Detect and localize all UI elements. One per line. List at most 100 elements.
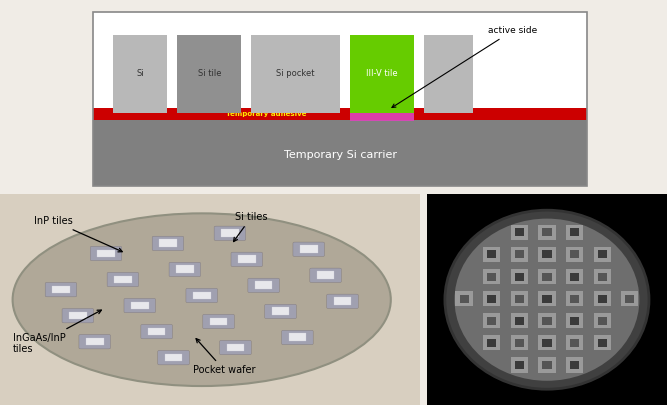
Bar (542, 317, 552, 325)
FancyBboxPatch shape (310, 268, 342, 283)
Bar (483, 247, 500, 262)
Bar (570, 317, 579, 325)
Bar (487, 273, 496, 281)
Bar (424, 35, 474, 113)
Bar (594, 269, 611, 284)
Bar (542, 273, 552, 281)
Bar (271, 307, 289, 315)
Bar (487, 339, 496, 347)
FancyBboxPatch shape (231, 252, 263, 266)
Bar (538, 313, 556, 328)
Bar (177, 35, 241, 113)
Bar (483, 313, 500, 328)
Bar (566, 225, 583, 240)
Bar (515, 250, 524, 258)
Text: active side: active side (392, 26, 538, 107)
Bar (511, 291, 528, 306)
Bar (511, 247, 528, 262)
Bar (317, 271, 334, 279)
Bar (570, 228, 579, 236)
Bar (566, 335, 583, 350)
Bar (515, 273, 524, 281)
Bar (594, 335, 611, 350)
Bar (483, 269, 500, 284)
FancyBboxPatch shape (327, 294, 358, 309)
Bar (159, 239, 177, 247)
Bar (570, 295, 579, 303)
Bar (538, 357, 556, 373)
Bar (566, 269, 583, 284)
FancyBboxPatch shape (45, 282, 77, 297)
Bar (300, 245, 317, 253)
Bar (93, 113, 587, 186)
Bar (114, 275, 131, 283)
Bar (625, 295, 634, 303)
Bar (598, 295, 607, 303)
Bar (566, 357, 583, 373)
Bar (598, 339, 607, 347)
Bar (238, 256, 255, 263)
Bar (483, 335, 500, 350)
Bar (566, 291, 583, 306)
FancyBboxPatch shape (214, 226, 245, 241)
Text: Si tile: Si tile (197, 70, 221, 79)
Bar (594, 247, 611, 262)
Bar (538, 269, 556, 284)
Ellipse shape (13, 213, 391, 386)
FancyBboxPatch shape (265, 304, 296, 319)
Bar (538, 335, 556, 350)
Bar (148, 328, 165, 335)
Bar (460, 295, 469, 303)
FancyBboxPatch shape (152, 236, 183, 251)
Bar (566, 247, 583, 262)
FancyBboxPatch shape (141, 324, 172, 339)
Bar (289, 333, 306, 341)
Text: Si pocket: Si pocket (277, 70, 315, 79)
Ellipse shape (445, 210, 649, 389)
Bar (86, 338, 103, 345)
Text: Si: Si (137, 70, 144, 79)
Bar (538, 225, 556, 240)
Bar (598, 317, 607, 325)
Bar (594, 291, 611, 306)
Bar (538, 247, 556, 262)
Bar (334, 297, 352, 305)
Bar (598, 250, 607, 258)
FancyBboxPatch shape (186, 288, 217, 303)
Bar (515, 228, 524, 236)
Bar (227, 343, 244, 351)
Bar (193, 292, 211, 299)
Bar (221, 229, 239, 237)
Text: InGaAs/InP
tiles: InGaAs/InP tiles (13, 310, 101, 354)
Bar (598, 273, 607, 281)
Bar (511, 335, 528, 350)
Bar (621, 291, 638, 306)
Bar (542, 295, 552, 303)
FancyBboxPatch shape (90, 246, 122, 261)
Bar (515, 317, 524, 325)
Bar (542, 250, 552, 258)
Text: Pocket wafer: Pocket wafer (193, 339, 256, 375)
Bar (511, 269, 528, 284)
Bar (542, 228, 552, 236)
Bar (511, 357, 528, 373)
Bar (570, 273, 579, 281)
Bar (542, 339, 552, 347)
FancyBboxPatch shape (79, 335, 111, 349)
FancyBboxPatch shape (124, 298, 155, 313)
Bar (483, 291, 500, 306)
FancyBboxPatch shape (281, 330, 313, 345)
Bar (515, 339, 524, 347)
Text: Temporary Si carrier: Temporary Si carrier (283, 150, 397, 160)
Bar (209, 318, 227, 325)
Bar (350, 111, 414, 121)
Bar (570, 361, 579, 369)
Text: InP tiles: InP tiles (33, 216, 122, 252)
Bar (542, 361, 552, 369)
Bar (456, 291, 473, 306)
Bar (52, 286, 70, 293)
Bar (511, 225, 528, 240)
Bar (515, 295, 524, 303)
Bar (515, 361, 524, 369)
Bar (487, 295, 496, 303)
